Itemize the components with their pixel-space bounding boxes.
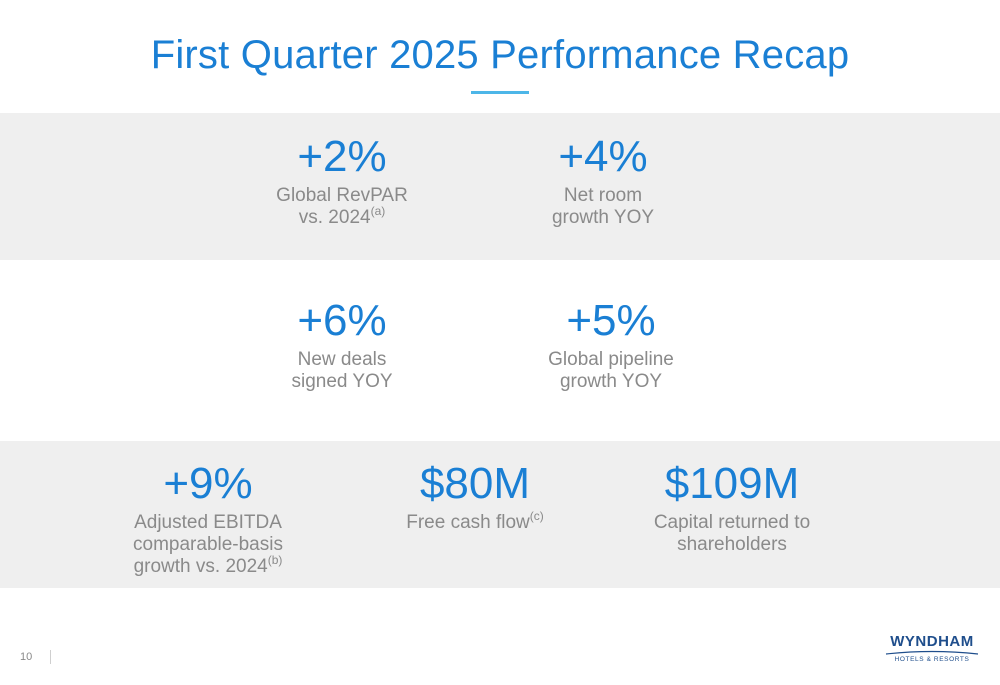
page-number: 10 (20, 651, 33, 663)
metric-label-line: Global RevPAR (276, 185, 408, 206)
metric-global-revpar: +2% Global RevPAR vs. 2024(a) (242, 133, 442, 229)
metric-label: Adjusted EBITDA comparable-basis growth … (103, 512, 313, 578)
metric-label: Net room growth YOY (503, 185, 703, 229)
metric-label-line: growth vs. 2024 (133, 556, 268, 577)
metric-net-room-growth: +4% Net room growth YOY (503, 133, 703, 229)
metric-capital-returned: $109M Capital returned to shareholders (617, 460, 847, 556)
title-underline (471, 91, 529, 94)
metric-value: +5% (566, 296, 656, 345)
footer-divider (50, 650, 51, 664)
metric-value: $80M (419, 459, 531, 508)
metric-label-line: Free cash flow (406, 512, 530, 533)
metric-label-line: Capital returned to (653, 512, 811, 533)
metric-label-line: New deals (297, 349, 387, 370)
metrics-band-middle (0, 260, 1000, 441)
metrics-band-top (0, 113, 1000, 260)
metric-label: Global pipeline growth YOY (511, 349, 711, 393)
metric-label-line: shareholders (677, 534, 787, 555)
metric-label: New deals signed YOY (242, 349, 442, 393)
metric-label: Global RevPAR vs. 2024(a) (242, 185, 442, 229)
metric-value: +2% (297, 132, 387, 181)
metric-value: +6% (297, 296, 387, 345)
metric-value: +4% (558, 132, 648, 181)
metrics-band-bottom (0, 441, 1000, 588)
metric-label: Capital returned to shareholders (617, 512, 847, 556)
footnote-marker: (a) (370, 204, 386, 218)
metric-label-line: comparable-basis (133, 534, 283, 555)
logo-swoosh-icon (885, 650, 979, 655)
metric-label-line: Net room (563, 185, 643, 206)
metric-value: +9% (163, 459, 253, 508)
metric-free-cash-flow: $80M Free cash flow(c) (375, 460, 575, 534)
logo-wordmark: WYNDHAM (890, 633, 974, 650)
metric-label-line: vs. 2024 (298, 207, 371, 228)
wyndham-logo: WYNDHAM HOTELS & RESORTS (882, 634, 982, 664)
metric-label-line: growth YOY (559, 371, 663, 392)
logo-tagline: HOTELS & RESORTS (894, 656, 970, 663)
metric-label: Free cash flow(c) (375, 509, 575, 534)
page-title: First Quarter 2025 Performance Recap (150, 33, 850, 77)
footnote-marker: (b) (267, 553, 283, 567)
footnote-marker: (c) (529, 509, 544, 523)
metric-label-line: Adjusted EBITDA (134, 512, 282, 533)
metric-new-deals: +6% New deals signed YOY (242, 297, 442, 393)
metric-label-line: signed YOY (291, 371, 393, 392)
metric-label-line: Global pipeline (548, 349, 674, 370)
metric-global-pipeline: +5% Global pipeline growth YOY (511, 297, 711, 393)
metric-value: $109M (664, 459, 800, 508)
metric-label-line: growth YOY (551, 207, 655, 228)
metric-adjusted-ebitda: +9% Adjusted EBITDA comparable-basis gro… (103, 460, 313, 578)
